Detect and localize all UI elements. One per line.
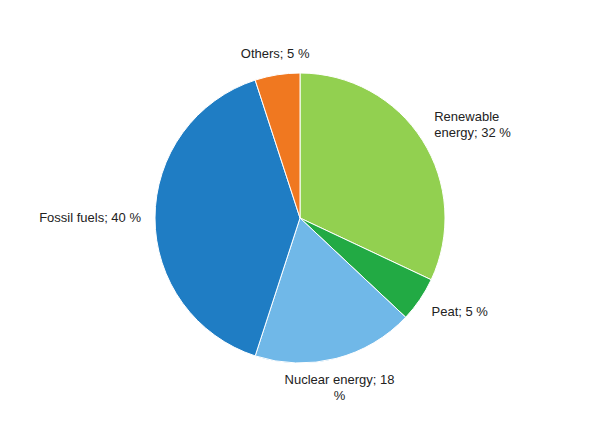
slice-label-line: Peat; 5 % xyxy=(432,304,489,319)
slice-label-line: Others; 5 % xyxy=(241,46,310,61)
slice-label: Fossil fuels; 40 % xyxy=(39,210,141,225)
slices xyxy=(155,73,445,363)
labels: Renewableenergy; 32 % Peat; 5 % Nuclear en… xyxy=(39,46,511,403)
slice-label-line: % xyxy=(334,388,346,403)
slice-label: Peat; 5 % xyxy=(432,304,489,319)
pie-slice xyxy=(255,73,300,218)
chart-svg: Renewableenergy; 32 % Peat; 5 % Nuclear en… xyxy=(0,0,605,433)
slice-label: Nuclear energy; 18% xyxy=(285,372,395,403)
slice-label-line: Renewable xyxy=(434,109,499,124)
chart-container: Renewableenergy; 32 % Peat; 5 % Nuclear en… xyxy=(0,0,605,433)
slice-label: Others; 5 % xyxy=(241,46,310,61)
slice-label: Renewableenergy; 32 % xyxy=(434,109,511,140)
slice-label-line: energy; 32 % xyxy=(434,125,511,140)
slice-label-line: Nuclear energy; 18 xyxy=(285,372,395,387)
slice-label-line: Fossil fuels; 40 % xyxy=(39,210,141,225)
